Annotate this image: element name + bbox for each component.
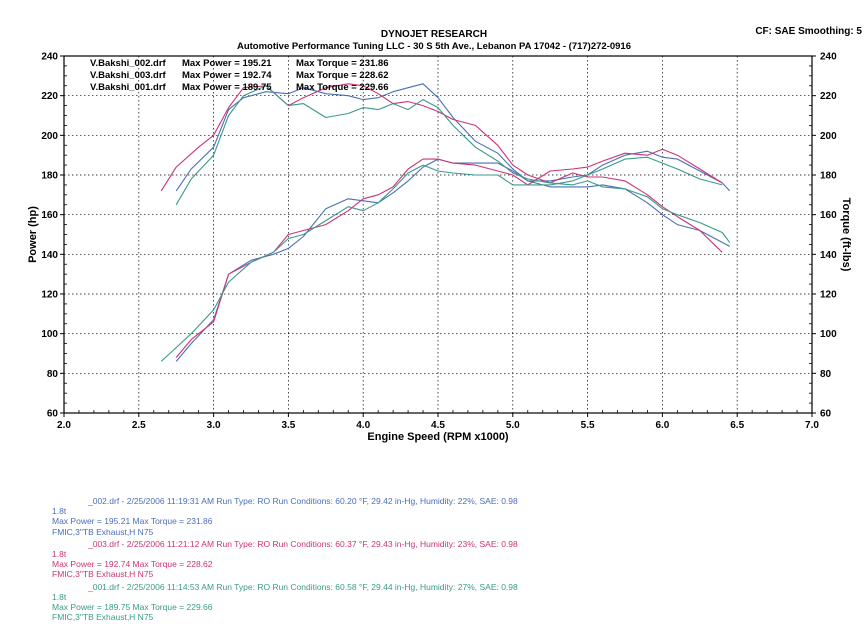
y-tick-label: 240 [41,52,58,63]
legend-max-power: Max Power = 189.75 [182,82,272,93]
x-axis-title: Engine Speed (RPM x1000) [367,431,509,443]
y2-axis-title: Torque (ft-lbs) [840,198,852,272]
run-config: FMIC,3"TB Exhaust,H N75 [52,526,154,537]
y2-tick-label: 80 [820,369,832,380]
x-tick-label: 2.5 [132,420,146,431]
y-tick-label: 60 [47,409,59,420]
y-tick-label: 200 [41,131,58,142]
series-line-power [160,156,723,362]
x-tick-label: 7.0 [805,420,819,431]
x-tick-label: 5.5 [581,420,595,431]
run-detail: _001.drf - 2/25/2006 11:14:53 AM Run Typ… [52,582,518,623]
series-line-power [175,150,731,362]
x-tick-label: 6.5 [730,420,744,431]
y2-tick-label: 220 [820,91,837,102]
x-tick-label: 3.5 [281,420,295,431]
run-name: 1.8t [52,591,67,602]
legend-file-label: V.Bakshi_001.drf [90,82,167,93]
y2-tick-label: 160 [820,210,837,221]
run-config: FMIC,3"TB Exhaust,H N75 [52,612,154,623]
run-max-values: Max Power = 189.75 Max Torque = 229.66 [52,602,213,613]
x-tick-label: 3.0 [207,420,221,431]
run-header: _001.drf - 2/25/2006 11:14:53 AM Run Typ… [88,581,518,592]
run-header: _002.drf - 2/25/2006 11:19:31 AM Run Typ… [88,496,518,506]
legend: V.Bakshi_002.drf Max Power = 195.21 Max To… [90,58,389,93]
legend-file-label: V.Bakshi_003.drf [90,70,167,81]
y-tick-label: 220 [41,91,58,102]
chart-grid [64,56,812,413]
run-max-values: Max Power = 192.74 Max Torque = 228.62 [52,559,213,570]
y-axis-title: Power (hp) [27,206,39,263]
x-tick-label: 4.5 [431,420,445,431]
series-line-power [175,148,723,358]
legend-max-torque: Max Torque = 231.86 [296,58,389,69]
y2-tick-label: 240 [820,52,837,63]
series-line-torque [160,83,723,253]
x-tick-label: 4.0 [356,420,370,431]
y-tick-label: 180 [41,171,58,182]
y-tick-label: 160 [41,210,58,221]
x-tick-label: 2.0 [57,420,71,431]
y-tick-label: 140 [41,250,58,261]
chart-title: DYNOJET RESEARCH [380,29,488,40]
legend-max-power: Max Power = 192.74 [182,70,272,81]
y2-tick-label: 180 [820,171,837,182]
series-layer [160,83,731,362]
y2-tick-label: 120 [820,290,837,301]
run-name: 1.8t [52,506,67,517]
series-line-torque [175,85,731,243]
chart-subtitle: Automotive Performance Tuning LLC - 30 S… [236,41,631,52]
legend-max-torque: Max Torque = 228.62 [296,70,389,81]
run-max-values: Max Power = 195.21 Max Torque = 231.86 [52,516,213,527]
run-name: 1.8t [52,549,67,560]
run-detail: _003.drf - 2/25/2006 11:21:12 AM Run Typ… [52,539,518,580]
series-line-torque [175,83,730,247]
x-tick-label: 6.0 [655,420,669,431]
y2-tick-label: 100 [820,329,837,340]
x-tick-label: 5.0 [506,420,520,431]
y2-tick-label: 140 [820,250,837,261]
run-details-list: _002.drf - 2/25/2006 11:19:31 AM Run Typ… [52,496,518,624]
y-tick-label: 120 [41,290,58,301]
legend-file-label: V.Bakshi_002.drf [90,58,167,69]
correction-factor-info: CF: SAE Smoothing: 5 [755,26,862,37]
run-header: _003.drf - 2/25/2006 11:21:12 AM Run Typ… [88,538,518,549]
y-tick-label: 80 [47,369,59,380]
y-tick-label: 100 [41,329,58,340]
y2-tick-label: 200 [820,131,837,142]
legend-max-torque: Max Torque = 229.66 [296,82,389,93]
legend-max-power: Max Power = 195.21 [182,58,272,69]
run-detail: _002.drf - 2/25/2006 11:19:31 AM Run Typ… [52,496,518,537]
y2-tick-label: 60 [820,409,832,420]
plot-frame [63,55,813,414]
run-config: FMIC,3"TB Exhaust,H N75 [52,569,154,580]
